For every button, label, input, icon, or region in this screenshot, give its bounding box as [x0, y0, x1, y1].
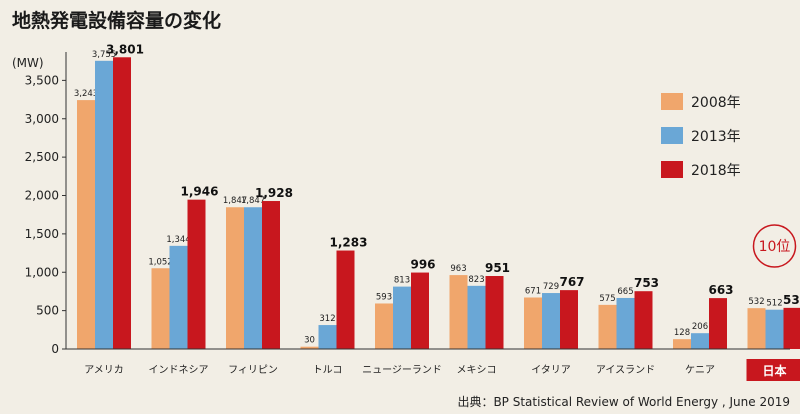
y-axis: 0 500 1,000 1,500 2,000 2,500 3,000 3,500: [25, 52, 67, 356]
chart-title: 地熱発電設備容量の変化: [12, 9, 221, 32]
y-tick-label: 0: [51, 342, 59, 356]
data-label: 512: [766, 299, 782, 309]
data-label: 593: [376, 292, 392, 302]
data-label: 532: [748, 297, 764, 307]
data-label: 753: [634, 276, 659, 290]
data-label: 1,344: [166, 235, 190, 245]
data-label: 671: [525, 287, 541, 297]
rank-callout-circle: [752, 224, 797, 268]
bar: [467, 285, 486, 349]
bar: [169, 245, 188, 349]
bar: [449, 275, 468, 349]
source-note: 出典：BP Statistical Review of World Energy…: [457, 395, 790, 409]
bar: [747, 308, 766, 349]
bar: [709, 298, 727, 349]
bar: [673, 339, 691, 349]
x-tick-label: 日本: [762, 363, 786, 378]
bar: [151, 268, 170, 349]
x-tick-label: イタリア: [531, 364, 571, 376]
bar: [691, 333, 709, 349]
x-tick-label: インドネシア: [149, 364, 209, 376]
data-label: 1,052: [148, 257, 172, 267]
bar: [765, 309, 784, 349]
bar: [300, 346, 319, 349]
data-label: 128: [674, 328, 690, 338]
legend: 2008年 2013年 2018年: [661, 93, 741, 179]
data-label: 665: [617, 287, 633, 297]
y-tick-label: 3,000: [25, 112, 59, 126]
bar: [336, 250, 355, 349]
legend-label: 2018年: [691, 163, 741, 179]
bar: [77, 100, 95, 349]
rank-callout-text: 10位: [759, 239, 791, 255]
x-tick-label: ケニア: [685, 364, 715, 376]
y-tick-label: 500: [36, 304, 59, 318]
x-tick-label: フィリピン: [228, 364, 278, 376]
bar: [113, 57, 131, 349]
data-label: 3,801: [106, 42, 144, 56]
data-label: 963: [450, 264, 466, 274]
japan-label-bg: [746, 359, 800, 381]
data-label: 1,928: [255, 186, 293, 200]
y-tick-label: 2,000: [25, 189, 59, 203]
x-tick-label: メキシコ: [457, 365, 497, 376]
bar: [524, 297, 542, 349]
data-label: 536: [783, 293, 800, 307]
bar: [598, 304, 617, 349]
data-label: 312: [319, 314, 335, 324]
y-tick-label: 3,500: [25, 73, 59, 87]
bar: [485, 276, 504, 349]
bar: [187, 199, 206, 349]
data-label: 30: [304, 336, 315, 346]
bar: [634, 291, 653, 349]
bar: [542, 293, 560, 349]
y-tick-label: 1,000: [25, 265, 59, 279]
bar: [226, 207, 244, 349]
legend-label: 2008年: [691, 95, 741, 111]
bar: [783, 307, 800, 349]
data-label: 729: [543, 282, 559, 292]
legend-swatch: [661, 161, 683, 178]
data-label: 1,946: [181, 185, 219, 199]
data-label: 1,283: [330, 236, 368, 250]
data-label: 813: [394, 276, 410, 286]
data-label: 206: [692, 322, 708, 332]
x-tick-label: ニュージーランド: [362, 364, 442, 376]
bar: [616, 297, 635, 349]
legend-label: 2013年: [691, 129, 741, 145]
data-label: 767: [559, 275, 584, 289]
legend-swatch: [661, 93, 683, 110]
x-tick-label: アメリカ: [84, 364, 124, 376]
bar: [375, 303, 393, 349]
data-label: 3,243: [74, 89, 98, 99]
rank-callout: 10位: [752, 224, 797, 268]
data-label: 1,847: [223, 196, 247, 206]
data-label: 951: [485, 261, 510, 275]
data-label: 575: [599, 294, 615, 304]
bar: [318, 325, 337, 349]
bar: [393, 286, 411, 349]
x-tick-label: アイスランド: [596, 364, 655, 376]
bar: [560, 290, 578, 349]
bar: [95, 60, 113, 350]
x-axis: アメリカ インドネシア フィリピン トルコ ニュージーランド メキシコ イタリア アイスランド…: [66, 348, 800, 381]
data-label: 823: [468, 275, 484, 285]
y-tick-label: 1,500: [25, 227, 59, 241]
data-label: 1,847: [241, 196, 265, 206]
bar: [244, 207, 262, 349]
data-label: 663: [708, 283, 733, 297]
y-axis-label: (MW): [12, 56, 44, 70]
bar: [262, 201, 280, 349]
data-label: 996: [410, 258, 435, 272]
y-tick-label: 2,500: [25, 150, 59, 164]
data-label: 3,755: [92, 50, 116, 60]
legend-swatch: [661, 127, 683, 144]
x-tick-label: トルコ: [313, 365, 343, 376]
bar: [411, 272, 429, 349]
